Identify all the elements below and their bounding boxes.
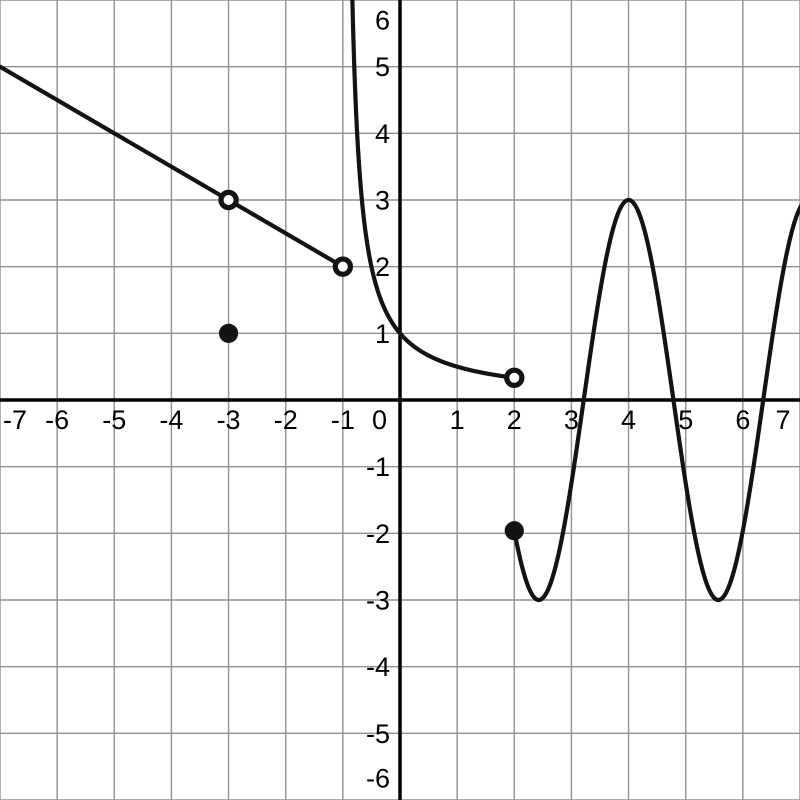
- x-tick-label: -2: [274, 405, 298, 435]
- y-tick-label: 2: [375, 252, 390, 282]
- y-tick-label: -1: [366, 452, 390, 482]
- y-tick-label: 3: [375, 186, 390, 216]
- open-point: [332, 256, 354, 277]
- y-tick-label: -5: [366, 719, 390, 749]
- x-tick-label: -1: [331, 405, 355, 435]
- x-tick-label: 7: [775, 405, 790, 435]
- y-tick-label: 5: [375, 52, 390, 82]
- curve-reciprocal-piece: [350, 0, 517, 380]
- x-tick-label: 6: [735, 405, 750, 435]
- x-tick-label: -4: [159, 405, 183, 435]
- open-point: [218, 189, 239, 211]
- x-tick-label: 2: [507, 405, 522, 435]
- origin-label: 0: [372, 405, 387, 435]
- y-tick-label: -3: [366, 586, 390, 616]
- y-tick-label: 1: [375, 319, 390, 349]
- y-tick-label: -2: [366, 519, 390, 549]
- point-markers: [218, 189, 525, 541]
- y-tick-label: 4: [375, 119, 390, 149]
- y-tick-label: 6: [375, 6, 390, 36]
- x-tick-label: -5: [102, 405, 126, 435]
- x-tick-label: 4: [621, 405, 636, 435]
- curve-cosine-piece: [512, 197, 800, 603]
- x-tick-label: 1: [450, 405, 465, 435]
- x-tick-label: -7: [3, 405, 27, 435]
- x-tick-label: -6: [45, 405, 69, 435]
- closed-point: [218, 323, 239, 343]
- x-tick-label: 3: [564, 405, 579, 435]
- y-tick-label: -6: [366, 764, 390, 794]
- x-tick-label: -3: [217, 405, 241, 435]
- curve-linear-piece: [0, 64, 345, 269]
- x-tick-label: 5: [678, 405, 693, 435]
- y-tick-label: -4: [366, 652, 390, 682]
- open-point: [504, 367, 525, 388]
- closed-point: [504, 521, 524, 541]
